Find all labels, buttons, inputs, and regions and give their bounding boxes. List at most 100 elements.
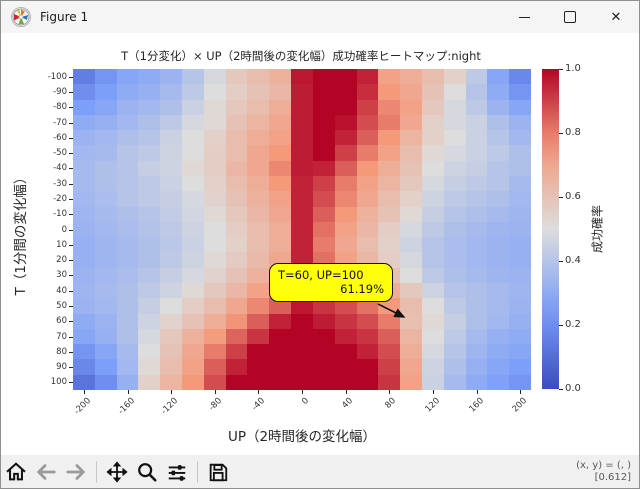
heatmap-cell [400,130,423,146]
heatmap-cell [160,313,183,330]
heatmap-cell [138,69,161,85]
heatmap-cell [334,69,357,85]
forward-button[interactable] [63,459,89,485]
heatmap-cell [203,221,226,238]
heatmap-cell [421,69,445,85]
heatmap-cell [138,283,161,299]
x-tick-mark [302,390,303,394]
heatmap-cell [203,374,226,391]
heatmap-cell [312,69,335,85]
heatmap-cell [334,191,357,207]
heatmap-cell [487,252,510,268]
heatmap-cell [160,206,183,223]
save-button[interactable] [205,459,231,485]
y-tick-label: -10 [53,209,67,220]
heatmap-cell [247,298,270,314]
y-tick-mark [69,107,73,109]
heatmap-cell [443,313,466,330]
heatmap-cell [400,283,423,299]
heatmap-cell [182,69,205,85]
heatmap-cell [291,191,314,207]
heatmap-cell [421,84,445,100]
heatmap-cell [203,160,226,177]
heatmap-cell [400,298,423,314]
heatmap-cell [225,191,248,207]
heatmap-cell [356,298,379,314]
y-tick-label: 50 [56,300,67,311]
heatmap-cell [116,283,139,299]
heatmap-cell [269,313,292,330]
heatmap-cell [138,237,161,253]
pan-button[interactable] [104,459,130,485]
heatmap-cell [203,99,226,116]
heatmap-cell [160,267,183,284]
configure-subplots-button[interactable] [164,459,190,485]
minimize-button[interactable] [501,1,547,33]
heatmap-cell [400,114,423,131]
heatmap-cell [116,344,139,360]
home-button[interactable] [3,459,29,485]
y-tick-label: 20 [56,255,67,266]
heatmap-cell [73,328,96,345]
heatmap-cell [225,237,248,253]
heatmap-cell [443,252,466,268]
heatmap-cell [269,84,292,100]
y-tick-label: 80 [56,346,67,357]
heatmap-cell [421,221,445,238]
heatmap-cell [356,313,379,330]
heatmap-cell [334,237,357,253]
colorbar [542,69,559,389]
heatmap-cell [269,237,292,253]
maximize-button[interactable] [547,1,593,33]
heatmap-cell [116,130,139,146]
heatmap-cell [509,237,532,253]
heatmap-cell [400,344,423,360]
close-button[interactable]: ✕ [593,1,639,33]
heatmap-cell [465,176,488,192]
heatmap-cell [334,176,357,192]
heatmap-cell [443,221,466,238]
heatmap-cell [225,145,248,161]
zoom-button[interactable] [134,459,160,485]
heatmap-cell [312,237,335,253]
heatmap-cell [443,374,466,391]
heatmap-plot[interactable] [73,69,532,391]
heatmap-cell [400,69,423,85]
back-button[interactable] [33,459,59,485]
heatmap-cell [160,252,183,268]
heatmap-cell [487,191,510,207]
figure-canvas[interactable]: T（1分変化）× UP（2時間後の変化幅）成功確率ヒートマップ:night -1… [1,33,639,455]
heatmap-cell [465,252,488,268]
colorbar-tick-label: 0.6 [565,191,581,202]
annotation-line2: 61.19% [340,282,384,296]
heatmap-cell [291,237,314,253]
heatmap-cell [138,84,161,100]
heatmap-cell [182,99,205,116]
heatmap-cell [73,374,96,391]
heatmap-cell [509,191,532,207]
heatmap-cell [160,221,183,238]
heatmap-cell [247,69,270,85]
heatmap-cell [138,176,161,192]
y-tick-label: 60 [56,316,67,327]
heatmap-cell [247,252,270,268]
heatmap-cell [160,359,183,375]
y-tick-mark [69,382,73,384]
heatmap-cell [487,84,510,100]
heatmap-cell [443,237,466,253]
heatmap-cell [400,160,423,177]
y-tick-label: -60 [53,132,67,143]
heatmap-cell [334,114,357,131]
heatmap-cell [334,206,357,223]
heatmap-cell [182,313,205,330]
heatmap-cell [509,344,532,360]
heatmap-cell [509,328,532,345]
heatmap-cell [487,145,510,161]
y-axis-label: T（1分間の変化幅） [13,170,29,296]
heatmap-cell [378,176,401,192]
heatmap-cell [73,145,96,161]
heatmap-cell [203,114,226,131]
heatmap-cell [225,283,248,299]
heatmap-cell [421,252,445,268]
heatmap-cell [94,374,117,391]
